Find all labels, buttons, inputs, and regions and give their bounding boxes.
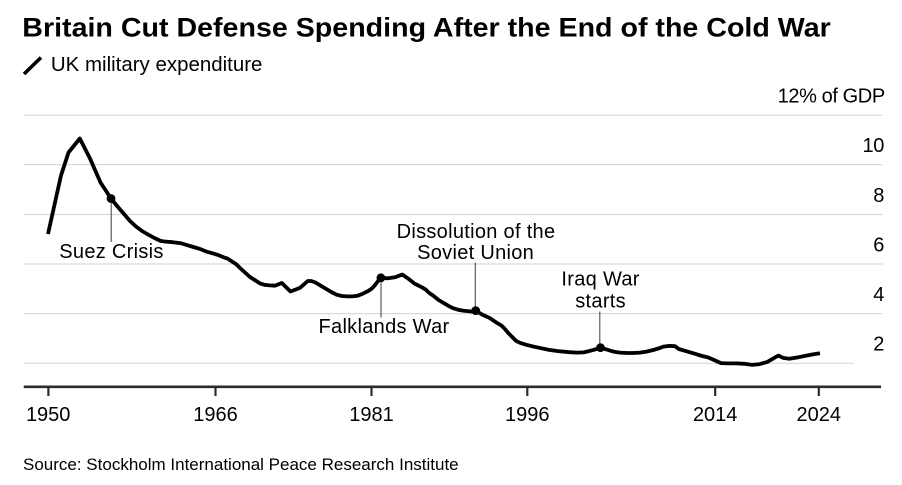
svg-text:4: 4 (873, 284, 884, 306)
svg-text:1996: 1996 (505, 404, 550, 426)
svg-text:2014: 2014 (693, 404, 738, 426)
svg-text:Suez Crisis: Suez Crisis (59, 241, 163, 263)
svg-text:starts: starts (575, 291, 626, 313)
svg-text:2024: 2024 (797, 404, 842, 426)
svg-text:Soviet Union: Soviet Union (417, 242, 534, 264)
svg-text:6: 6 (873, 234, 884, 256)
svg-text:Dissolution of the: Dissolution of the (397, 221, 556, 243)
svg-text:8: 8 (873, 185, 884, 207)
svg-text:Source: Stockholm Internationa: Source: Stockholm International Peace Re… (23, 455, 459, 474)
svg-text:1981: 1981 (349, 404, 394, 426)
svg-text:Britain Cut Defense Spending A: Britain Cut Defense Spending After the E… (22, 12, 831, 42)
svg-text:10: 10 (863, 135, 885, 157)
svg-text:Falklands War: Falklands War (319, 316, 450, 338)
svg-text:Iraq War: Iraq War (561, 269, 639, 291)
svg-text:UK military expenditure: UK military expenditure (51, 54, 263, 76)
svg-text:12% of GDP: 12% of GDP (778, 86, 885, 108)
svg-text:1966: 1966 (193, 404, 238, 426)
svg-text:2: 2 (873, 334, 884, 356)
svg-text:1950: 1950 (26, 404, 71, 426)
